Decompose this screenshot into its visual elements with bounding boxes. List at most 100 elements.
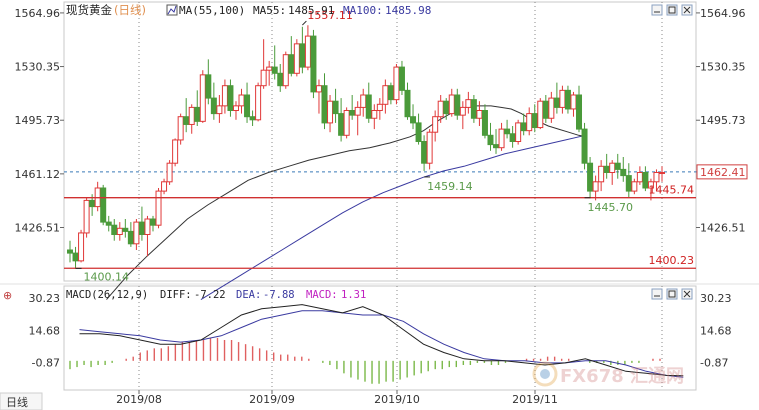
annotation-label: 1400.14 (84, 270, 130, 283)
window-buttons-price (651, 4, 693, 16)
candle-body (282, 54, 289, 87)
diff-value: -7.22 (194, 289, 226, 301)
candle-body (509, 133, 516, 142)
candle (67, 240, 73, 263)
candle (166, 160, 173, 185)
candle (172, 138, 179, 167)
candle-body (371, 110, 378, 119)
candle (620, 157, 627, 182)
candle-body (487, 134, 494, 146)
candle (338, 98, 345, 142)
candle (72, 246, 79, 269)
minimize-icon[interactable] (651, 4, 663, 16)
candle (432, 110, 439, 142)
y-tick-label-right: 1530.35 (700, 61, 746, 74)
candle (304, 25, 311, 71)
minimize-icon[interactable] (651, 288, 663, 300)
diff-line (79, 304, 684, 377)
y-tick-label: 1530.35 (15, 61, 61, 74)
candle-body (244, 94, 251, 118)
macd-name[interactable]: MACD(26,12,9) (66, 289, 148, 301)
candle (520, 113, 527, 136)
candle-body (199, 74, 206, 122)
candle-body (426, 131, 433, 164)
candle-body (338, 113, 345, 136)
candle-body (133, 221, 140, 245)
candle-body (448, 94, 455, 115)
candle-body (111, 224, 118, 235)
candle-body (343, 110, 350, 136)
candle (232, 101, 239, 120)
candle-body (443, 100, 450, 115)
candle (459, 101, 466, 130)
macd-y-tick-label: -0.87 (32, 357, 60, 370)
annotation-label: 1445.70 (588, 201, 634, 214)
timeframe-tab-label[interactable]: 日线 (6, 395, 28, 409)
crosshair-icon[interactable]: ⊕ (3, 289, 12, 302)
candle (177, 113, 184, 145)
candle (526, 107, 533, 136)
candle-body (421, 141, 428, 164)
candle-body (183, 116, 190, 125)
x-tick-label: 2019/09 (249, 393, 295, 406)
candle-body (232, 105, 239, 111)
candle-body (122, 227, 129, 232)
candle-body (520, 122, 527, 132)
candle (293, 39, 300, 77)
timeframe-tab[interactable] (0, 392, 43, 410)
candle (659, 166, 665, 182)
candle (398, 60, 405, 95)
annotation-label: 1459.14 (427, 180, 473, 193)
panel-window-buttons (651, 4, 693, 300)
candle-body (515, 122, 522, 143)
candle (144, 215, 151, 257)
candle-body (481, 110, 488, 136)
candle-body (260, 69, 267, 87)
candle (531, 104, 538, 133)
macd-panel[interactable] (63, 285, 697, 391)
candle (210, 82, 217, 120)
candle (122, 219, 129, 238)
candle-body (321, 85, 328, 124)
candle-body (603, 165, 610, 174)
candle-body (144, 218, 151, 235)
candle (310, 29, 317, 99)
candle-body (625, 175, 632, 192)
maximize-icon[interactable] (666, 288, 678, 300)
candle (642, 166, 649, 192)
candle-body (194, 106, 201, 122)
dea-label: DEA: (236, 289, 261, 301)
price-annotations: 1557.11 1459.14 1445.70 1400.14 (75, 9, 634, 283)
candle-body (598, 165, 605, 183)
candle (155, 188, 162, 229)
maximize-icon[interactable] (666, 4, 678, 16)
candle (576, 85, 583, 133)
period-label[interactable]: (日线) (114, 3, 146, 17)
y-tick-label: 1564.96 (15, 7, 61, 20)
candle (443, 98, 450, 120)
candle-body (614, 162, 621, 170)
support-lines: 1445.74 1400.23 (64, 184, 696, 269)
y-tick-label: 1426.51 (15, 222, 61, 235)
candle-body (327, 100, 334, 124)
candle-body (592, 181, 599, 192)
candle (493, 129, 500, 154)
candle-body (127, 230, 134, 245)
ma-indicator-label[interactable]: MA(55,100) (179, 4, 245, 17)
price-panel[interactable] (63, 1, 697, 282)
candle (603, 153, 610, 179)
candle (244, 82, 251, 123)
macd-value: 1.31 (341, 289, 366, 301)
candle (371, 104, 378, 130)
candle-body (249, 116, 256, 121)
candle (598, 160, 605, 192)
candle (288, 36, 295, 77)
candle-body (465, 99, 472, 108)
candle-body (553, 97, 560, 108)
candle (127, 222, 134, 247)
candle-body (537, 100, 544, 129)
candle (111, 219, 118, 241)
candle (365, 82, 372, 123)
ma55-label: MA55: (253, 4, 286, 17)
